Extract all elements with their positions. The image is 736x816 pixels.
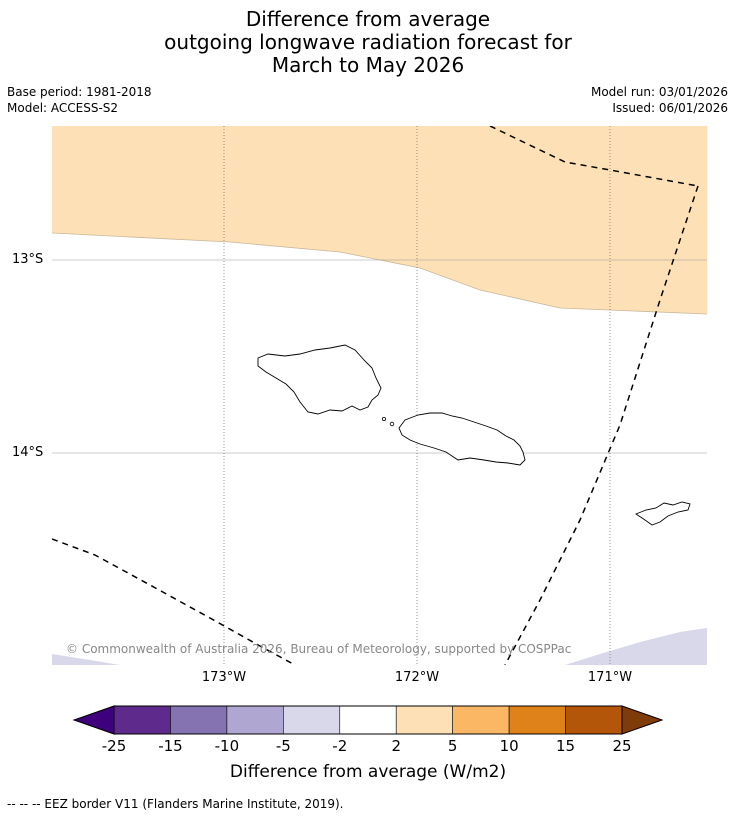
colorbar-frame bbox=[113, 705, 623, 735]
eez-legend: -- -- -- EEZ border V11 (Flanders Marine… bbox=[7, 797, 344, 811]
negative-anomaly-region-east bbox=[565, 628, 707, 665]
colorbar-tick-label: -5 bbox=[275, 737, 291, 755]
meta-left: Base period: 1981-2018 Model: ACCESS-S2 bbox=[7, 84, 152, 116]
colorbar-cell bbox=[283, 705, 341, 735]
colorbar-tick-label: -15 bbox=[158, 737, 183, 755]
lon-label-171w: 171°W bbox=[587, 670, 633, 685]
colorbar-tick-label: 2 bbox=[391, 737, 401, 755]
colorbar-cell bbox=[339, 705, 397, 735]
island-manono bbox=[389, 421, 395, 427]
positive-anomaly-region bbox=[52, 126, 707, 314]
copyright-notice: © Commonwealth of Australia 2026, Bureau… bbox=[66, 642, 572, 656]
colorbar-cell bbox=[508, 705, 566, 735]
colorbar-tick-label: -10 bbox=[214, 737, 240, 755]
colorbar-tick-label: 15 bbox=[556, 737, 576, 755]
colorbar-cell bbox=[226, 705, 284, 735]
colorbar-cell bbox=[452, 705, 510, 735]
title-line-2: outgoing longwave radiation forecast for bbox=[164, 30, 572, 54]
colorbar-tick-label: 25 bbox=[612, 737, 632, 755]
eez-border-east bbox=[504, 185, 699, 665]
negative-anomaly-region-west bbox=[52, 654, 120, 665]
eez-border-southwest bbox=[52, 538, 296, 665]
lat-label-13s: 13°S bbox=[12, 252, 44, 267]
lon-label-172w: 172°W bbox=[394, 670, 440, 685]
colorbar-arrow-high bbox=[621, 705, 664, 735]
colorbar-label: Difference from average (W/m2) bbox=[229, 762, 507, 782]
title-line-1: Difference from average bbox=[245, 7, 491, 31]
model-run: Model run: 03/01/2026 bbox=[590, 85, 728, 99]
colorbar-cell bbox=[565, 705, 623, 735]
island-savaii bbox=[257, 344, 382, 415]
colorbar-cell bbox=[395, 705, 453, 735]
title-line-3: March to May 2026 bbox=[271, 53, 465, 77]
base-period: Base period: 1981-2018 bbox=[7, 85, 152, 99]
colorbar-tick-label: -2 bbox=[332, 737, 348, 755]
colorbar-tick-label: 5 bbox=[447, 737, 458, 755]
positive-anomaly-contour bbox=[52, 232, 707, 315]
colorbar-cell bbox=[170, 705, 228, 735]
colorbar-tick-label: -25 bbox=[101, 737, 127, 755]
colorbar-arrow-low bbox=[72, 705, 115, 735]
lon-label-173w: 173°W bbox=[201, 670, 247, 685]
colorbar-cell bbox=[113, 705, 171, 735]
model-name: Model: ACCESS-S2 bbox=[7, 101, 119, 115]
meta-right: Model run: 03/01/2026 Issued: 06/01/2026 bbox=[591, 84, 728, 116]
issued-date: Issued: 06/01/2026 bbox=[612, 101, 728, 115]
chart-title: Difference from average outgoing longwav… bbox=[0, 8, 736, 77]
lat-label-14s: 14°S bbox=[12, 445, 44, 460]
island-upolu bbox=[398, 412, 526, 466]
island-tutuila bbox=[635, 501, 691, 526]
island-apolima bbox=[381, 416, 386, 421]
colorbar-tick-label: 10 bbox=[499, 737, 519, 755]
